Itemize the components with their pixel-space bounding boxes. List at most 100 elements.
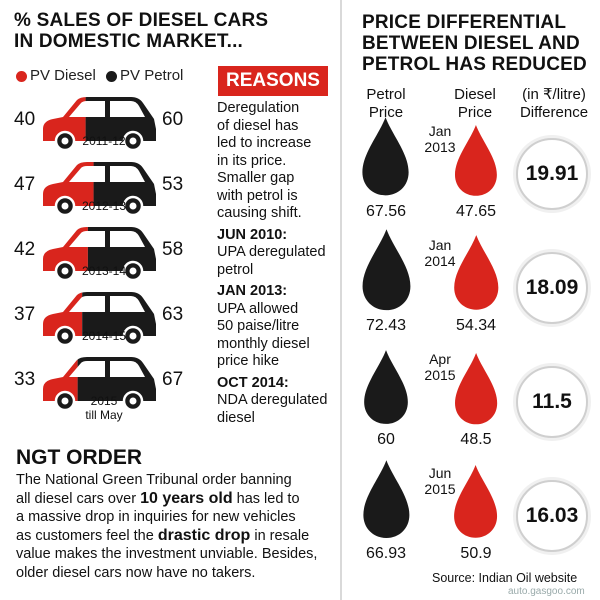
year-label: 2013-14 [81, 264, 127, 278]
price-difference-badge: 19.91 [516, 138, 588, 210]
legend-diesel-swatch [16, 70, 27, 82]
car-hub [129, 202, 137, 210]
year-label: 2012-13 [81, 199, 127, 213]
price-difference-badge: 16.03 [516, 480, 588, 552]
year-label: 2011-12 [82, 134, 126, 148]
col-header-diesel: Diesel Price [454, 86, 496, 121]
year-label: 2014-15 [81, 329, 127, 343]
car-bar [43, 357, 156, 411]
year-label: 2015 till May [85, 394, 123, 422]
diesel-share-label: 37 [14, 304, 36, 325]
reasons-intro-line: causing shift. [217, 205, 302, 221]
car-window [110, 166, 145, 182]
car-bar [43, 292, 156, 346]
price-title-line2: BETWEEN DIESEL AND [362, 33, 580, 54]
petrol-price-drop [362, 460, 409, 538]
car-hub [61, 397, 69, 405]
ngt-line: older diesel cars now have no takers. [16, 564, 256, 581]
car-window [69, 361, 105, 377]
car-window [69, 231, 105, 247]
petrol-price-value: 72.43 [365, 317, 407, 334]
car-window [110, 231, 145, 247]
ngt-line: all diesel cars over 10 years old has le… [16, 489, 300, 507]
ngt-text: The National Green Tribunal order bannin… [16, 471, 336, 582]
column-divider [340, 0, 342, 600]
car-bar [43, 227, 156, 281]
reasons-event-line: UPA allowed [217, 300, 299, 317]
car-hub [129, 137, 137, 145]
reasons-text: Deregulation of diesel has led to increase… [217, 100, 337, 427]
diesel-price-value: 47.65 [455, 203, 497, 220]
diesel-share-label: 40 [14, 109, 36, 130]
reasons-intro-line: of diesel has [217, 117, 299, 134]
ngt-line: The National Green Tribunal order bannin… [16, 472, 292, 488]
petrol-price-value: 60 [377, 431, 395, 448]
petrol-price-drop [364, 350, 408, 424]
source-note: Source: Indian Oil website [432, 571, 578, 585]
car-hub [129, 267, 137, 275]
ngt-line: a massive drop in inquiries for new vehi… [16, 509, 296, 525]
reasons-event-line: petrol [217, 261, 254, 278]
reasons-title: REASONS [218, 66, 328, 96]
petrol-share-label: 60 [162, 109, 184, 130]
price-date: Jan 2014 [424, 237, 456, 269]
diesel-share-label: 42 [14, 239, 36, 260]
price-title-line3: PETROL HAS REDUCED [362, 54, 587, 75]
petrol-drop-shape [364, 350, 408, 424]
diesel-drop-shape [454, 352, 498, 424]
price-date: Jun 2015 [424, 465, 456, 497]
diesel-price-value: 54.34 [455, 317, 497, 334]
diesel-drop-shape [454, 465, 498, 538]
petrol-drop-shape [362, 460, 409, 538]
car-window [110, 101, 145, 117]
petrol-share-label: 67 [162, 369, 184, 390]
reasons-event-date: OCT 2014: [217, 374, 289, 391]
reasons-event-line: NDA deregulated [217, 392, 328, 408]
car-hub [129, 397, 137, 405]
diesel-price-drop [454, 465, 498, 538]
legend: PV Diesel PV Petrol [16, 67, 183, 84]
diesel-share-label: 33 [14, 369, 36, 390]
reasons-event-line: UPA deregulated [217, 244, 326, 260]
car-window [69, 166, 105, 182]
sales-title: % SALES OF DIESEL CARS IN DOMESTIC MARKE… [14, 10, 268, 52]
diesel-price-drop [454, 352, 498, 424]
price-date: Apr 2015 [424, 351, 456, 383]
diesel-price-value: 50.9 [460, 545, 492, 562]
car-window [110, 361, 145, 377]
reasons-event-date: JAN 2013: [217, 283, 288, 299]
reasons-intro-line: Deregulation [217, 100, 300, 116]
ngt-title: NGT ORDER [16, 446, 142, 469]
petrol-drop-shape [362, 228, 410, 310]
reasons-events: JUN 2010: UPA deregulated petrol JAN 2013: U… [217, 227, 337, 428]
car-bar [43, 97, 156, 151]
watermark: auto.gasgoo.com [508, 586, 585, 597]
reasons-intro-line: in its price. [217, 152, 287, 169]
reasons-event-date: JUN 2010: [217, 226, 288, 243]
ngt-line: value makes the investment unviable. Bes… [16, 546, 318, 562]
legend-petrol-label: PV Petrol [120, 67, 184, 84]
price-date: Jan 2013 [424, 123, 456, 155]
legend-petrol-swatch [106, 70, 118, 82]
reasons-intro-line: led to increase [217, 135, 312, 151]
petrol-price-value: 66.93 [365, 545, 407, 562]
petrol-share-label: 58 [162, 239, 184, 260]
car-hub [61, 267, 69, 275]
car-bar [43, 162, 156, 216]
reasons-intro: Deregulation of diesel has led to increase… [217, 100, 337, 223]
ngt-highlight-age: 10 years old [140, 489, 233, 507]
ngt-highlight-drop: drastic drop [157, 526, 251, 544]
legend-diesel-label: PV Diesel [30, 67, 96, 84]
car-hub [61, 202, 69, 210]
diesel-price-drop [455, 125, 497, 196]
petrol-price-drop [362, 117, 410, 196]
sales-title-line1: % SALES OF DIESEL CARS [14, 10, 269, 31]
diesel-drop-shape [453, 235, 499, 310]
petrol-share-label: 53 [162, 174, 184, 195]
diesel-price-value: 48.5 [460, 431, 492, 448]
reasons-event-line: price hike [217, 353, 280, 369]
petrol-price-drop [362, 228, 410, 310]
petrol-share-label: 63 [162, 304, 184, 325]
price-difference-badge: 18.09 [516, 252, 588, 324]
car-hub [61, 137, 69, 145]
